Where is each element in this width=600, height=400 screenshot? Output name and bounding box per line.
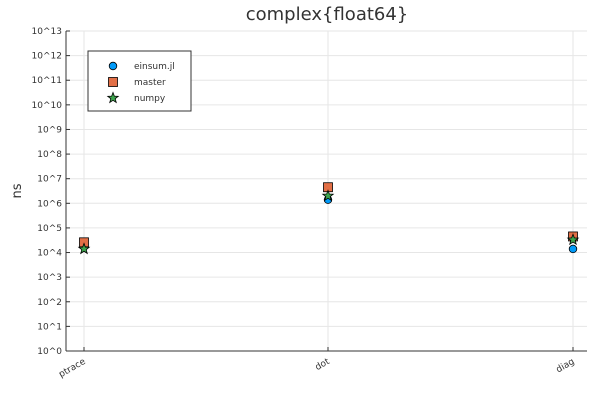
y-tick-label: 10^3 [37,273,62,283]
axes [65,31,587,352]
y-tick-label: 10^10 [32,101,63,111]
legend-marker-square [108,77,118,87]
chart-title: complex{float64} [246,4,409,25]
legend-label: numpy [134,94,166,104]
point-star-diag [566,233,580,246]
y-axis-label: ns [10,183,25,198]
legend-label: master [134,78,166,88]
y-axis-ticks: 10^0 10^1 10^2 10^3 10^4 10^5 10^6 10^7 10^8 10^9… [32,27,70,357]
point-star-dot [321,189,335,202]
x-tick-label: diag [555,357,577,375]
legend-marker-circle [108,61,118,71]
point-star-ptrace [77,242,91,255]
y-tick-label: 10^9 [37,125,62,135]
y-tick-label: 10^0 [37,347,62,357]
legend-marker-star [106,91,120,104]
y-tick-label: 10^5 [37,224,62,234]
data-points [77,182,580,255]
legend-label: einsum.jl [134,62,175,72]
y-tick-label: 10^4 [37,249,62,259]
x-axis-ticks: ptrace dot diag [57,347,577,380]
x-tick-label: dot [314,357,332,373]
y-tick-label: 10^6 [37,199,62,209]
y-tick-label: 10^11 [32,76,62,86]
y-tick-label: 10^13 [32,27,62,37]
y-tick-label: 10^7 [37,175,62,185]
y-tick-label: 10^12 [32,52,62,62]
point-circle-diag [568,244,578,254]
legend: einsum.jl master numpy [87,50,192,112]
y-tick-label: 10^1 [37,322,62,332]
y-tick-label: 10^8 [37,150,62,160]
legend-box [87,50,192,112]
y-tick-label: 10^2 [37,298,62,308]
x-tick-label: ptrace [57,357,87,380]
